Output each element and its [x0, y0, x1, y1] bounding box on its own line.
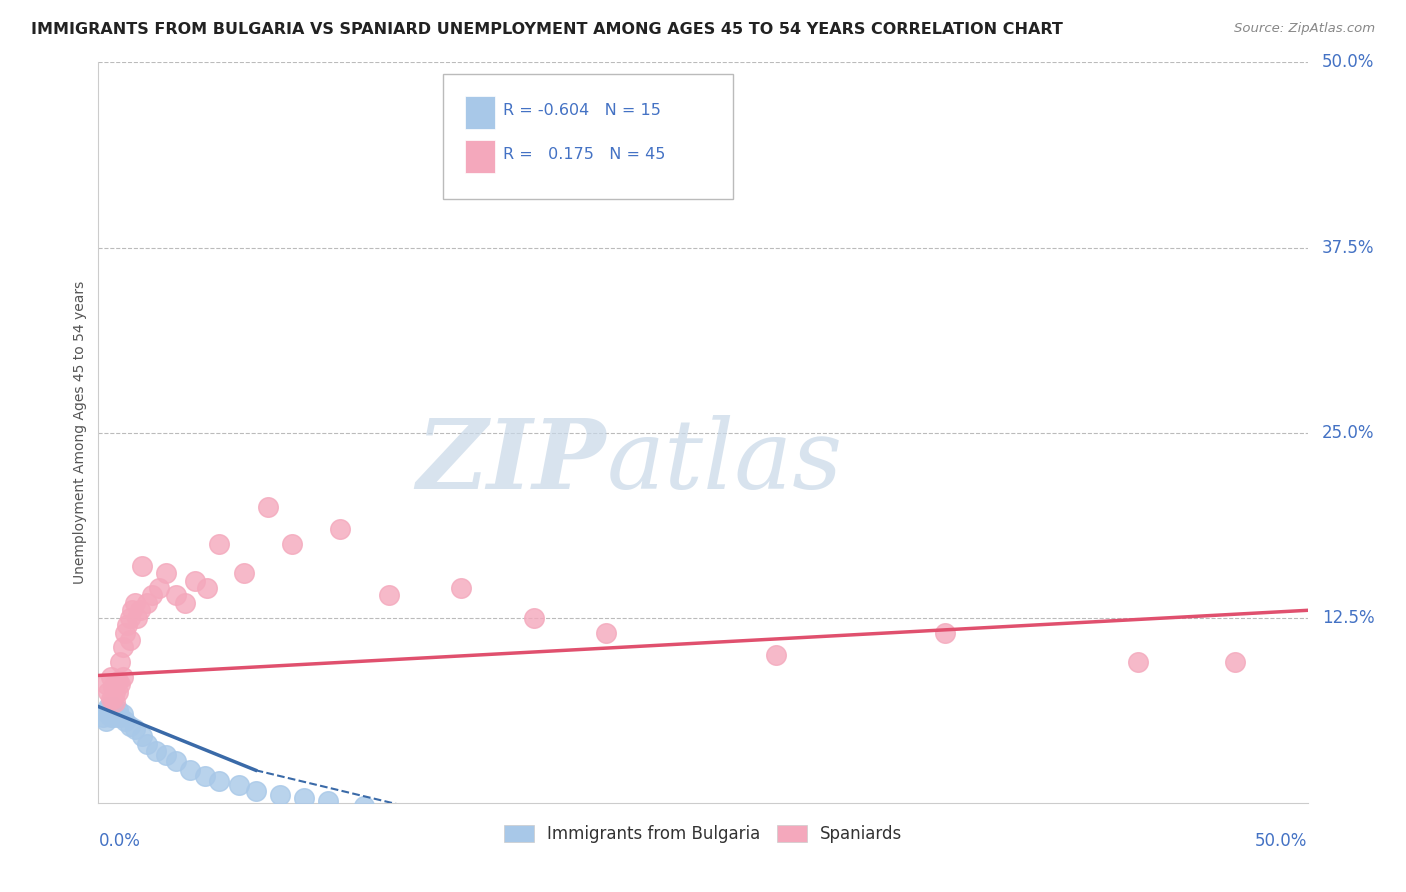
Point [117, 618, 139, 632]
Text: atlas: atlas [606, 416, 842, 509]
Point [1223, 655, 1246, 669]
Text: 50.0%: 50.0% [1322, 54, 1375, 71]
Point [101, 706, 124, 721]
Point [97, 699, 120, 714]
Text: R = -0.604   N = 15: R = -0.604 N = 15 [503, 103, 661, 118]
Point [97, 685, 120, 699]
Point [104, 677, 127, 691]
Point [94, 714, 117, 729]
Point [108, 677, 131, 691]
Point [111, 640, 134, 655]
Point [121, 603, 143, 617]
Point [107, 685, 129, 699]
Point [155, 748, 177, 763]
Point [124, 722, 146, 736]
Text: 37.5%: 37.5% [1322, 238, 1375, 257]
Point [329, 522, 352, 536]
Point [245, 784, 267, 798]
Point [353, 798, 375, 813]
Bar [465, 95, 495, 129]
Point [208, 773, 231, 788]
Point [94, 704, 117, 718]
Text: 25.0%: 25.0% [1322, 424, 1375, 442]
Point [111, 670, 134, 684]
Point [118, 632, 141, 647]
Point [208, 536, 231, 550]
Point [934, 625, 956, 640]
Point [114, 714, 136, 729]
Point [281, 536, 304, 550]
Point [316, 794, 339, 808]
Point [179, 763, 201, 777]
Text: Source: ZipAtlas.com: Source: ZipAtlas.com [1234, 22, 1375, 36]
Point [141, 589, 163, 603]
Text: 50.0%: 50.0% [1256, 832, 1308, 850]
Bar [465, 140, 495, 173]
Text: ZIP: ZIP [416, 416, 606, 509]
Point [228, 778, 250, 792]
Text: IMMIGRANTS FROM BULGARIA VS SPANIARD UNEMPLOYMENT AMONG AGES 45 TO 54 YEARS CORR: IMMIGRANTS FROM BULGARIA VS SPANIARD UNE… [31, 22, 1063, 37]
Point [135, 596, 157, 610]
Point [97, 706, 120, 721]
Point [118, 719, 141, 733]
Point [100, 704, 122, 718]
Point [114, 625, 136, 640]
Point [108, 710, 131, 724]
Text: 12.5%: 12.5% [1322, 608, 1375, 627]
Point [101, 692, 124, 706]
Point [104, 685, 127, 699]
FancyBboxPatch shape [443, 73, 734, 200]
Point [145, 744, 167, 758]
Point [100, 692, 122, 706]
Point [232, 566, 254, 581]
Point [377, 589, 399, 603]
Point [124, 596, 146, 610]
Point [269, 789, 291, 803]
Point [107, 702, 129, 716]
Point [104, 695, 127, 709]
Point [91, 710, 114, 724]
Point [135, 737, 157, 751]
Point [1128, 655, 1150, 669]
Point [131, 558, 153, 573]
Point [128, 603, 150, 617]
Point [195, 581, 218, 595]
Point [256, 500, 278, 514]
Point [595, 625, 617, 640]
Point [104, 710, 127, 724]
Point [111, 706, 134, 721]
Y-axis label: Unemployment Among Ages 45 to 54 years: Unemployment Among Ages 45 to 54 years [73, 281, 87, 584]
Point [107, 674, 129, 689]
Point [108, 655, 131, 669]
Point [523, 610, 546, 624]
Point [101, 681, 124, 695]
Point [118, 610, 141, 624]
Point [184, 574, 207, 588]
Point [101, 699, 124, 714]
Point [155, 566, 177, 581]
Point [194, 769, 217, 783]
Point [292, 791, 315, 805]
Point [148, 581, 170, 595]
Point [131, 729, 153, 743]
Point [450, 581, 472, 595]
Legend: Immigrants from Bulgaria, Spaniards: Immigrants from Bulgaria, Spaniards [496, 819, 910, 850]
Point [165, 589, 187, 603]
Point [100, 710, 122, 724]
Point [165, 755, 187, 769]
Text: 0.0%: 0.0% [98, 832, 141, 850]
Point [100, 670, 122, 684]
Point [174, 596, 197, 610]
Text: R =   0.175   N = 45: R = 0.175 N = 45 [503, 147, 666, 162]
Point [94, 677, 117, 691]
Point [765, 648, 787, 662]
Point [127, 610, 149, 624]
